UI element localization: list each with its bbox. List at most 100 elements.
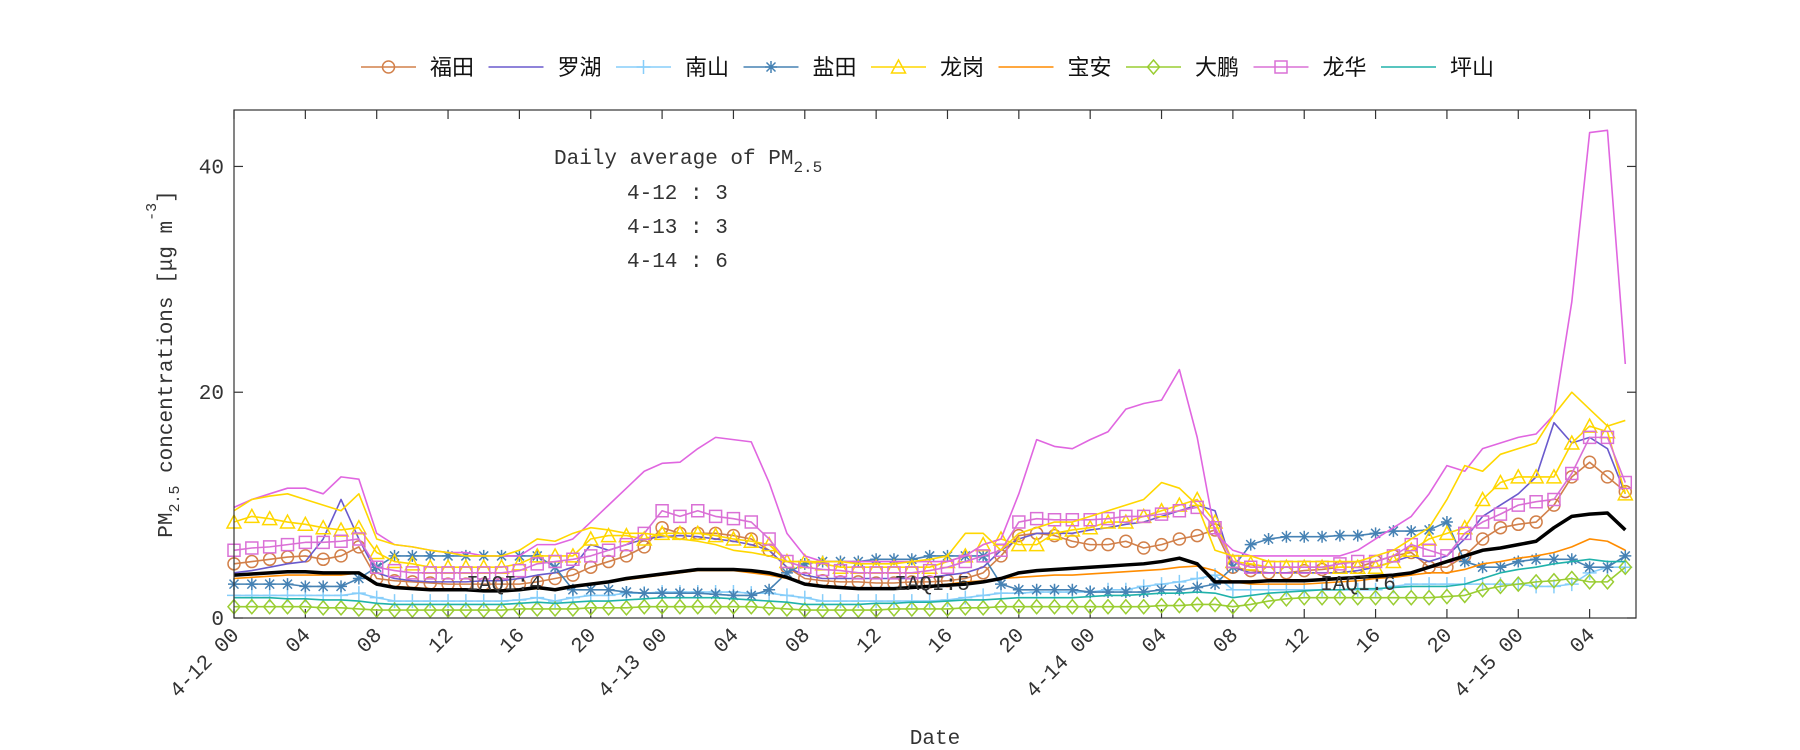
marker [958, 590, 973, 605]
marker [815, 601, 830, 619]
marker [381, 60, 396, 74]
marker [1081, 519, 1099, 535]
marker [1404, 545, 1419, 560]
marker [1274, 60, 1288, 74]
y-axis-label: PM2.5 concentrations [μg m-3] [144, 190, 184, 538]
marker [763, 583, 776, 596]
marker [1405, 525, 1418, 538]
marker [689, 524, 707, 541]
marker [476, 601, 491, 619]
marker [1475, 515, 1490, 529]
marker [245, 578, 258, 591]
legend-label: 宝安 [1068, 56, 1112, 81]
marker [548, 554, 562, 569]
marker [1119, 534, 1133, 548]
marker [1316, 530, 1329, 543]
marker [851, 594, 866, 609]
marker [976, 599, 991, 616]
marker [387, 563, 402, 578]
legend-label: 盐田 [813, 56, 857, 81]
legend-label: 大鹏 [1195, 56, 1239, 81]
marker [1190, 596, 1205, 613]
marker [602, 583, 615, 596]
marker [245, 541, 259, 555]
marker [1190, 500, 1204, 515]
marker [279, 513, 296, 529]
marker [1262, 532, 1275, 545]
marker [833, 594, 848, 609]
marker [1243, 596, 1258, 613]
marker [1154, 537, 1169, 552]
marker [1349, 558, 1366, 574]
marker [779, 600, 794, 618]
marker [672, 598, 687, 615]
marker [904, 600, 919, 618]
marker [656, 587, 669, 600]
y-tick-label: 40 [199, 157, 224, 180]
series-line [233, 129, 1627, 563]
marker [1064, 521, 1081, 537]
marker [1600, 470, 1615, 484]
marker [1475, 532, 1490, 546]
marker [1422, 589, 1437, 606]
marker [1350, 589, 1365, 606]
marker [1083, 537, 1097, 552]
marker [1475, 581, 1490, 598]
marker [601, 543, 616, 558]
marker [1493, 578, 1508, 595]
marker [1547, 553, 1560, 566]
marker [1529, 494, 1543, 509]
marker [316, 535, 330, 550]
marker [708, 598, 723, 615]
marker [387, 594, 402, 609]
marker [1172, 597, 1187, 614]
marker [1048, 583, 1061, 596]
marker [1387, 525, 1400, 538]
note-line: 4-13 : 3 [627, 217, 728, 240]
note-title: Daily average of PM2.5 [554, 148, 822, 177]
marker [638, 587, 651, 600]
marker [1617, 485, 1634, 501]
marker [1190, 528, 1204, 543]
marker [1530, 553, 1543, 566]
marker [869, 566, 883, 580]
marker [1154, 507, 1169, 521]
marker [334, 599, 349, 616]
marker [1367, 558, 1384, 574]
y-tick-label: 20 [199, 383, 224, 406]
marker [1279, 590, 1294, 607]
marker [566, 568, 580, 582]
marker [352, 572, 365, 585]
marker [528, 547, 546, 563]
marker [298, 535, 313, 550]
marker [1279, 582, 1294, 597]
marker [600, 527, 617, 543]
marker [851, 566, 866, 580]
marker [655, 598, 670, 615]
marker [1402, 541, 1420, 558]
marker [386, 552, 403, 569]
marker [352, 532, 366, 546]
marker [601, 599, 616, 616]
marker [368, 543, 385, 560]
marker [1010, 536, 1028, 552]
marker [512, 592, 527, 607]
marker [441, 566, 455, 580]
marker [1565, 553, 1578, 566]
marker [887, 566, 901, 580]
marker [530, 557, 544, 571]
marker [1136, 598, 1151, 615]
plot-area [225, 129, 1634, 619]
marker [726, 598, 741, 615]
marker [1244, 538, 1257, 551]
marker [1439, 588, 1454, 605]
marker [886, 600, 901, 618]
marker [1583, 561, 1596, 574]
y-axis-label-part: -3 [144, 203, 161, 221]
marker [923, 549, 936, 562]
marker [780, 566, 793, 579]
marker [1208, 596, 1223, 613]
marker [1101, 511, 1115, 526]
marker [316, 552, 330, 567]
